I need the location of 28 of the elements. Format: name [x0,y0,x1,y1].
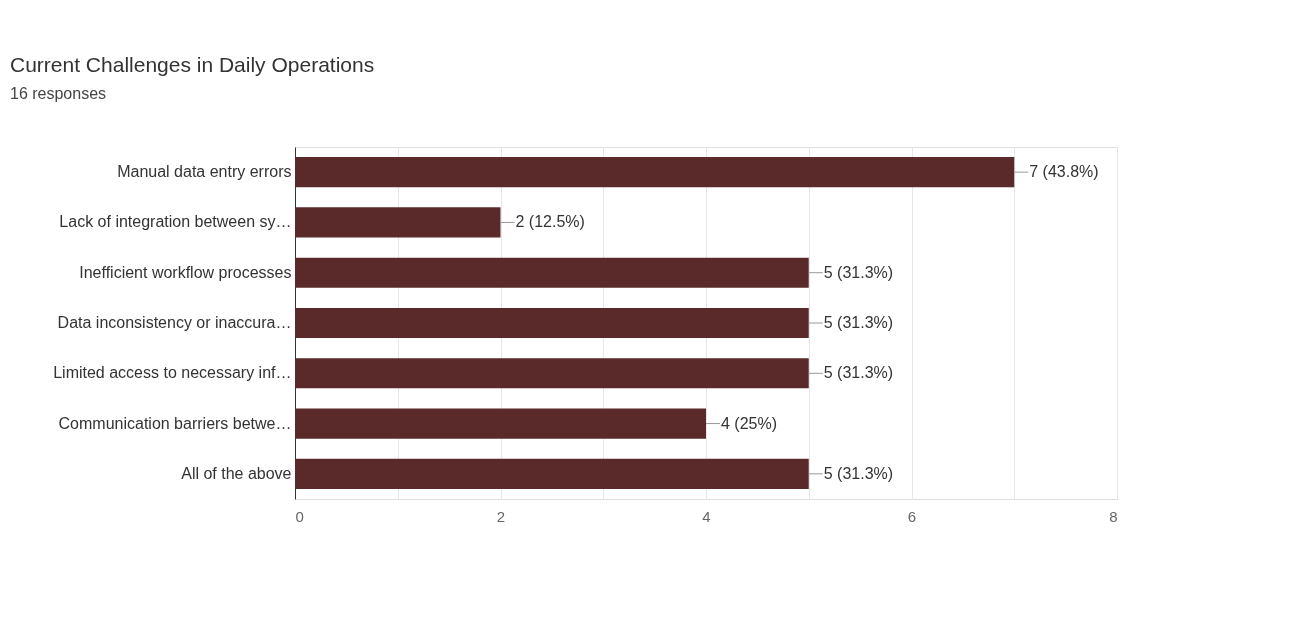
data-label: 4 (25%) [721,414,778,432]
x-tick-label: 6 [907,507,917,525]
y-tick-label: Lack of integration between sy… [59,213,292,231]
data-label: 5 (31.3%) [823,364,894,382]
data-label: 5 (31.3%) [823,263,894,281]
y-tick-label: Data inconsistency or inaccura… [57,314,292,331]
y-tick-label: Manual data entry errors [117,163,292,181]
y-tick-label: Limited access to necessary inf… [53,364,292,382]
bar [295,458,809,489]
x-tick-label: 4 [702,507,711,525]
bar [295,257,809,288]
y-tick-label: Inefficient workflow processes [79,263,292,281]
bar [295,358,809,389]
y-tick-label: All of the above [181,464,292,482]
chart-title: Current Challenges in Daily Operations [10,53,375,76]
bar [295,408,706,439]
bar [295,157,1015,188]
x-tick-label: 2 [496,507,506,525]
data-label: 2 (12.5%) [515,213,585,231]
data-label: 7 (43.8%) [1029,163,1099,181]
x-tick-label: 8 [1109,507,1118,525]
x-tick-label: 0 [295,507,304,525]
data-label: 5 (31.3%) [823,464,894,482]
y-tick-label: Communication barriers betwe… [58,414,292,432]
bar [295,307,809,339]
text: 16 responses [10,85,107,102]
data-label: 5 (31.3%) [823,314,894,331]
bar [295,207,501,238]
